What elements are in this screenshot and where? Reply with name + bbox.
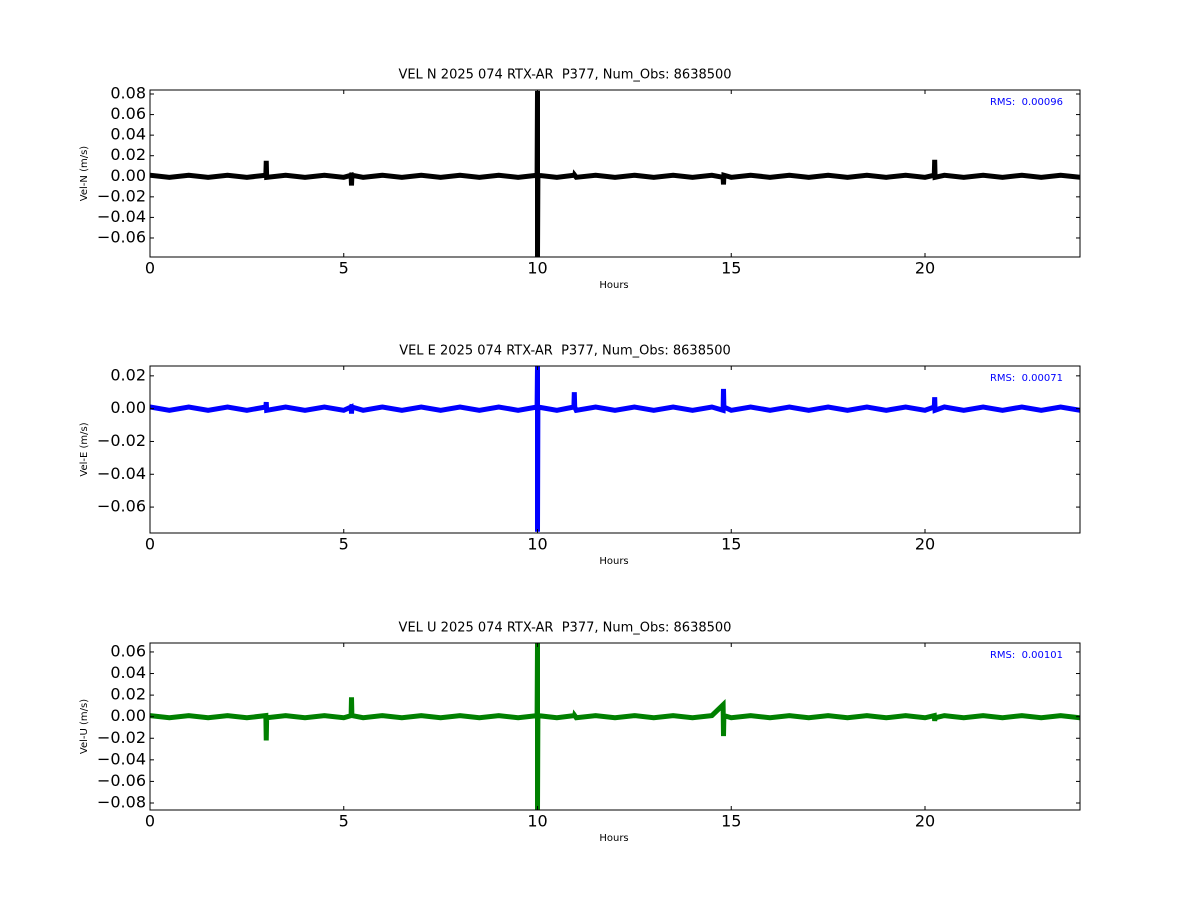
x-tick-label: 5 bbox=[339, 535, 349, 554]
y-tick-label: 0.02 bbox=[110, 365, 146, 384]
y-axis-label: Vel-E (m/s) bbox=[79, 422, 90, 476]
x-tick-label: 5 bbox=[339, 812, 349, 831]
y-tick-label: −0.06 bbox=[97, 227, 146, 246]
y-tick-label: −0.02 bbox=[97, 728, 146, 747]
chart-title: VEL E 2025 074 RTX-AR P377, Num_Obs: 863… bbox=[399, 344, 731, 359]
chart-title: VEL U 2025 074 RTX-AR P377, Num_Obs: 863… bbox=[399, 621, 732, 636]
y-tick-label: 0.00 bbox=[110, 706, 146, 725]
y-tick-label: −0.04 bbox=[97, 749, 146, 768]
y-tick-label: 0.06 bbox=[110, 641, 146, 660]
x-axis-label: Hours bbox=[599, 833, 628, 844]
rms-annotation: RMS: 0.00071 bbox=[990, 373, 1063, 384]
y-tick-label: 0.02 bbox=[110, 685, 146, 704]
y-axis-label: Vel-U (m/s) bbox=[79, 699, 90, 754]
x-tick-label: 15 bbox=[721, 259, 741, 278]
data-line bbox=[150, 643, 1080, 810]
y-tick-label: −0.06 bbox=[97, 771, 146, 790]
y-tick-label: 0.06 bbox=[110, 104, 146, 123]
axes-frame bbox=[149, 89, 1081, 258]
y-tick-label: −0.04 bbox=[97, 207, 146, 226]
x-tick-label: 10 bbox=[527, 259, 547, 278]
rms-annotation: RMS: 0.00096 bbox=[990, 97, 1063, 108]
y-tick-label: −0.02 bbox=[97, 186, 146, 205]
axes-frame bbox=[149, 365, 1081, 534]
x-tick-label: 15 bbox=[721, 812, 741, 831]
y-tick-label: −0.08 bbox=[97, 792, 146, 811]
y-tick-label: 0.04 bbox=[110, 125, 146, 144]
chart-title: VEL N 2025 074 RTX-AR P377, Num_Obs: 863… bbox=[398, 68, 731, 83]
x-tick-label: 10 bbox=[527, 535, 547, 554]
y-tick-label: −0.06 bbox=[97, 497, 146, 516]
y-tick-label: −0.04 bbox=[97, 464, 146, 483]
y-tick-label: −0.02 bbox=[97, 431, 146, 450]
x-tick-label: 0 bbox=[145, 812, 155, 831]
x-tick-label: 10 bbox=[527, 812, 547, 831]
x-tick-label: 20 bbox=[915, 259, 935, 278]
x-tick-label: 15 bbox=[721, 535, 741, 554]
x-tick-label: 5 bbox=[339, 259, 349, 278]
x-axis-label: Hours bbox=[599, 280, 628, 291]
data-line bbox=[150, 366, 1080, 532]
y-tick-label: 0.00 bbox=[110, 398, 146, 417]
y-tick-label: 0.08 bbox=[110, 84, 146, 103]
x-tick-label: 0 bbox=[145, 535, 155, 554]
x-tick-label: 20 bbox=[915, 535, 935, 554]
y-tick-label: 0.00 bbox=[110, 166, 146, 185]
x-axis-label: Hours bbox=[599, 556, 628, 567]
data-line bbox=[150, 90, 1080, 257]
axes-frame bbox=[149, 642, 1081, 811]
y-tick-label: 0.04 bbox=[110, 663, 146, 682]
y-axis-label: Vel-N (m/s) bbox=[79, 146, 90, 201]
x-tick-label: 0 bbox=[145, 259, 155, 278]
x-tick-label: 20 bbox=[915, 812, 935, 831]
rms-annotation: RMS: 0.00101 bbox=[990, 650, 1063, 661]
y-tick-label: 0.02 bbox=[110, 145, 146, 164]
